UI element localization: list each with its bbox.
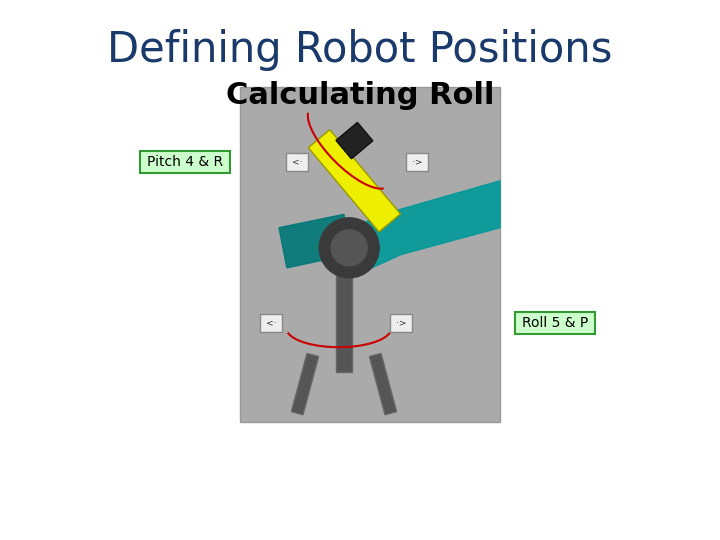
Bar: [287, 153, 308, 171]
Text: ·>: ·>: [396, 319, 407, 328]
Polygon shape: [331, 181, 500, 275]
Bar: [336, 265, 352, 372]
Bar: [515, 312, 595, 334]
Text: Roll 5 & P: Roll 5 & P: [522, 316, 588, 330]
Bar: [240, 87, 500, 422]
Text: Pitch 4 & R: Pitch 4 & R: [147, 156, 223, 170]
Bar: [292, 354, 318, 415]
Circle shape: [331, 230, 367, 266]
Text: Calculating Roll: Calculating Roll: [226, 80, 494, 110]
Text: <·: <·: [292, 158, 302, 167]
Bar: [369, 354, 397, 415]
Bar: [406, 153, 428, 171]
Bar: [140, 151, 230, 173]
Bar: [390, 314, 412, 332]
Text: <·: <·: [266, 319, 276, 328]
Text: Defining Robot Positions: Defining Robot Positions: [107, 29, 613, 71]
Bar: [260, 314, 282, 332]
Bar: [308, 130, 400, 232]
Polygon shape: [279, 214, 349, 268]
Bar: [336, 123, 373, 159]
Circle shape: [319, 218, 379, 278]
Text: ·>: ·>: [412, 158, 422, 167]
